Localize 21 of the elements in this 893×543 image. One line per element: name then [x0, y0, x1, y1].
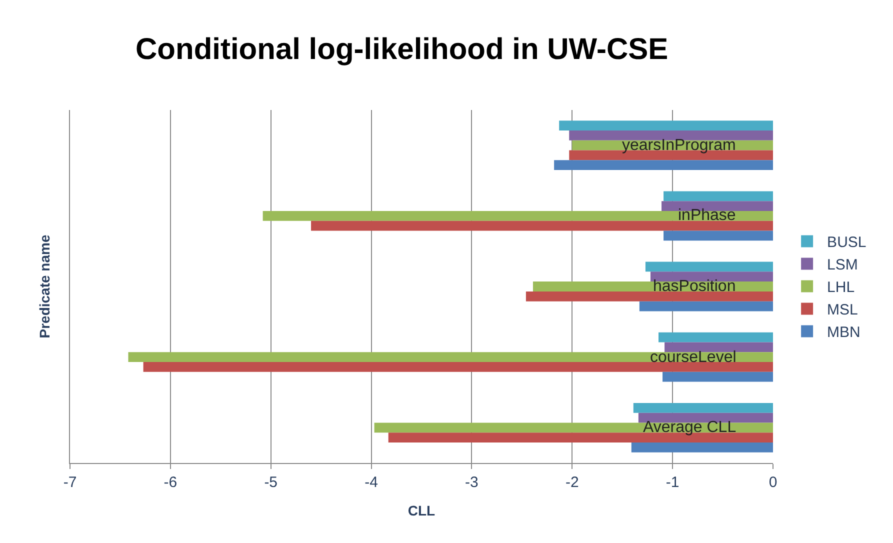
y-tick-label: hasPosition [653, 278, 736, 295]
x-tick-label: -7 [63, 474, 77, 491]
y-tick-label: inPhase [678, 207, 736, 224]
x-tick-label: -3 [465, 474, 478, 491]
x-tick-label: -5 [264, 474, 278, 491]
legend-label: MBN [827, 324, 860, 342]
y-tick-label: yearsInProgram [622, 137, 736, 154]
chart-title: Conditional log-likelihood in UW-CSE [136, 33, 668, 66]
x-tick-label: -1 [666, 474, 680, 491]
legend-label: LHL [827, 279, 855, 296]
x-tick-label: -4 [364, 474, 378, 491]
x-axis-title: CLL [408, 502, 436, 518]
y-axis-title: Predicate name [36, 234, 53, 338]
y-tick-label: courseLevel [650, 349, 736, 366]
y-tick-label: Average CLL [643, 419, 736, 436]
legend-label: MSL [827, 302, 858, 319]
legend-label: BUSL [827, 234, 866, 252]
legend-label: LSM [827, 256, 858, 274]
x-tick-label: -6 [164, 474, 178, 491]
x-tick-label: -2 [565, 474, 579, 491]
x-tick-label: 0 [768, 474, 778, 491]
